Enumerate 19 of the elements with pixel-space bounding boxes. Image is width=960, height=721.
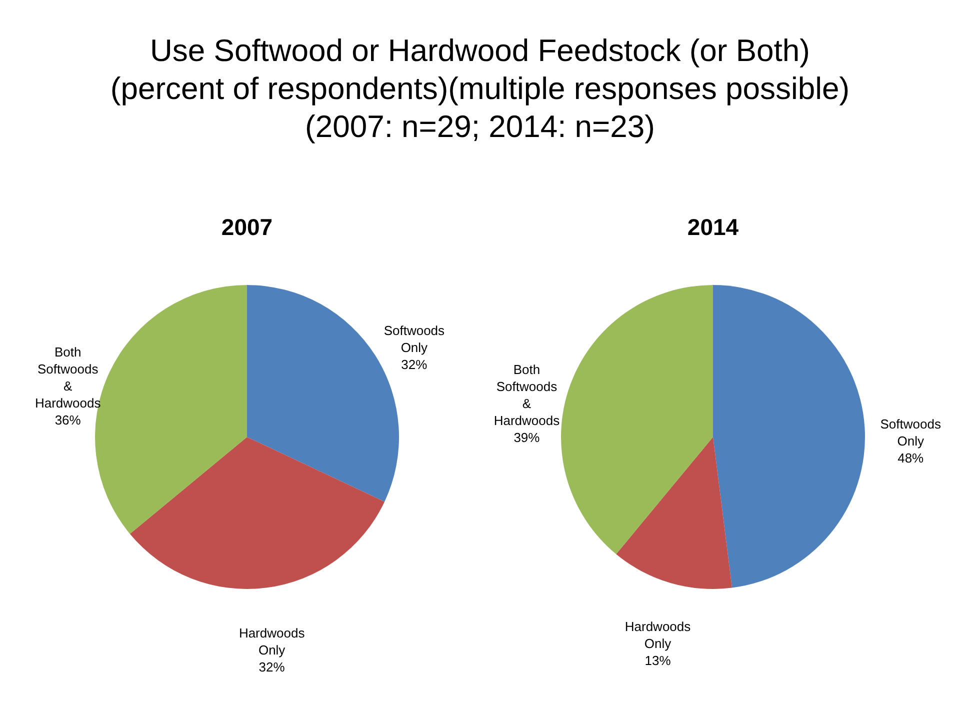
slice-label: Hardwoods Only [238,625,306,658]
data-label: 39% [514,430,540,445]
data-label: 48% [898,450,924,466]
chart-title: 2007 [221,214,273,240]
slice-label: Hardwoods Only [624,619,692,652]
data-label: 36% [54,412,82,428]
pie-slice [616,437,732,589]
text: (percent of respondents)(multiple responses possible) (2007: n=29; 2014: n=23) [109,70,851,146]
slice-label: Softwoods Only [880,416,942,449]
pie-slice [713,285,865,588]
text: Use Softwood or Hardwood Feedstock (or Both) [149,32,811,70]
slice-label: Softwoods Only [384,322,446,355]
data-label: 13% [644,653,672,668]
chart-title: 2014 [687,214,739,240]
data-label: 32% [401,356,428,372]
pie-slice [130,437,385,589]
slice-label: Both Softwoods & Hardwoods [494,362,560,428]
data-label: 32% [258,659,286,674]
pie-slice [561,285,713,554]
